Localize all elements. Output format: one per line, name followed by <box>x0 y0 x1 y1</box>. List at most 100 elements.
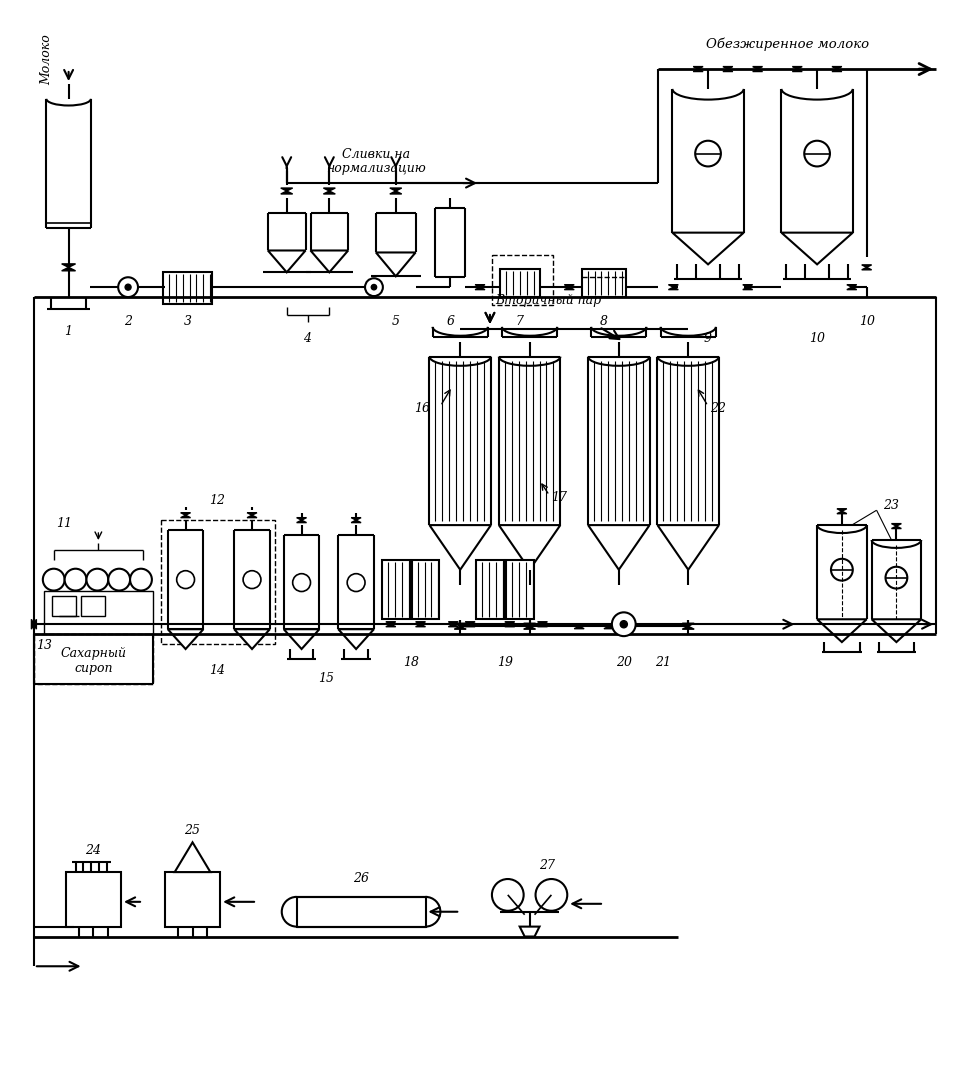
Bar <box>506 560 534 619</box>
Polygon shape <box>351 520 361 523</box>
Polygon shape <box>752 69 763 72</box>
Polygon shape <box>268 250 306 273</box>
Polygon shape <box>613 627 625 629</box>
Polygon shape <box>465 621 475 624</box>
Polygon shape <box>376 252 416 276</box>
Polygon shape <box>351 517 361 520</box>
Polygon shape <box>475 284 485 288</box>
Circle shape <box>86 569 108 590</box>
Text: 1: 1 <box>65 325 73 338</box>
Polygon shape <box>34 619 37 629</box>
Circle shape <box>347 574 365 591</box>
Text: 10: 10 <box>809 332 825 344</box>
Bar <box>44 590 153 634</box>
Bar <box>476 560 504 619</box>
Polygon shape <box>538 624 547 627</box>
Polygon shape <box>338 629 374 649</box>
Circle shape <box>536 879 568 911</box>
Polygon shape <box>672 233 744 264</box>
Polygon shape <box>62 264 75 267</box>
Polygon shape <box>683 623 694 627</box>
Circle shape <box>131 569 152 590</box>
Text: 14: 14 <box>209 664 225 677</box>
Circle shape <box>177 571 194 589</box>
Polygon shape <box>693 69 703 72</box>
Polygon shape <box>247 515 257 517</box>
Text: 11: 11 <box>56 517 72 530</box>
Polygon shape <box>167 629 203 649</box>
Circle shape <box>492 879 524 911</box>
Polygon shape <box>280 191 293 194</box>
Polygon shape <box>743 284 752 288</box>
Text: 2: 2 <box>124 315 132 328</box>
Polygon shape <box>280 188 293 191</box>
Polygon shape <box>454 623 466 627</box>
Text: 17: 17 <box>551 490 568 504</box>
Circle shape <box>371 284 376 290</box>
Text: 21: 21 <box>656 656 671 668</box>
Polygon shape <box>613 623 625 627</box>
Polygon shape <box>832 69 842 72</box>
Bar <box>161 520 275 644</box>
Polygon shape <box>390 188 401 191</box>
Circle shape <box>293 574 310 591</box>
Text: нормализацию: нормализацию <box>326 162 425 175</box>
Polygon shape <box>297 517 307 520</box>
Text: 16: 16 <box>415 401 430 414</box>
Polygon shape <box>416 621 425 624</box>
Polygon shape <box>862 267 871 269</box>
Text: 10: 10 <box>859 315 875 328</box>
Polygon shape <box>62 267 75 270</box>
Text: Сливки на: Сливки на <box>342 148 410 161</box>
Polygon shape <box>588 525 650 570</box>
Polygon shape <box>181 513 190 515</box>
Polygon shape <box>743 288 752 290</box>
Polygon shape <box>565 284 574 288</box>
Polygon shape <box>247 513 257 515</box>
Text: 18: 18 <box>402 656 419 668</box>
Circle shape <box>365 278 383 296</box>
Text: 12: 12 <box>209 495 225 508</box>
Polygon shape <box>847 288 857 290</box>
Polygon shape <box>454 627 466 629</box>
Circle shape <box>695 141 720 166</box>
Bar <box>162 273 213 304</box>
Text: Молоко: Молоко <box>41 33 53 85</box>
Polygon shape <box>524 627 536 629</box>
Text: Вторичный пар: Вторичный пар <box>495 294 601 307</box>
Polygon shape <box>524 623 536 627</box>
Bar <box>382 560 410 619</box>
Text: 9: 9 <box>704 332 712 344</box>
Circle shape <box>243 571 261 589</box>
Bar <box>164 872 220 927</box>
Text: 27: 27 <box>540 859 555 872</box>
Circle shape <box>805 141 830 166</box>
Circle shape <box>43 569 65 590</box>
Polygon shape <box>792 69 803 72</box>
Polygon shape <box>175 842 211 872</box>
Polygon shape <box>862 265 871 267</box>
Text: 25: 25 <box>185 824 200 837</box>
Polygon shape <box>310 250 348 273</box>
Polygon shape <box>792 67 803 69</box>
Polygon shape <box>604 623 614 627</box>
Circle shape <box>886 567 907 589</box>
Polygon shape <box>668 288 678 290</box>
Polygon shape <box>723 69 733 72</box>
Polygon shape <box>505 621 514 624</box>
Polygon shape <box>574 627 584 629</box>
Text: 6: 6 <box>447 315 454 328</box>
Text: 7: 7 <box>515 315 524 328</box>
Bar <box>500 269 540 297</box>
Polygon shape <box>465 624 475 627</box>
Text: Сахарный
сироп: Сахарный сироп <box>60 647 127 675</box>
Text: 23: 23 <box>884 499 899 512</box>
Text: 8: 8 <box>600 315 608 328</box>
Circle shape <box>65 569 86 590</box>
Polygon shape <box>416 624 425 627</box>
Polygon shape <box>604 627 614 629</box>
Bar <box>34 634 153 684</box>
Bar <box>412 560 439 619</box>
Bar <box>52 597 75 616</box>
Polygon shape <box>429 525 491 570</box>
